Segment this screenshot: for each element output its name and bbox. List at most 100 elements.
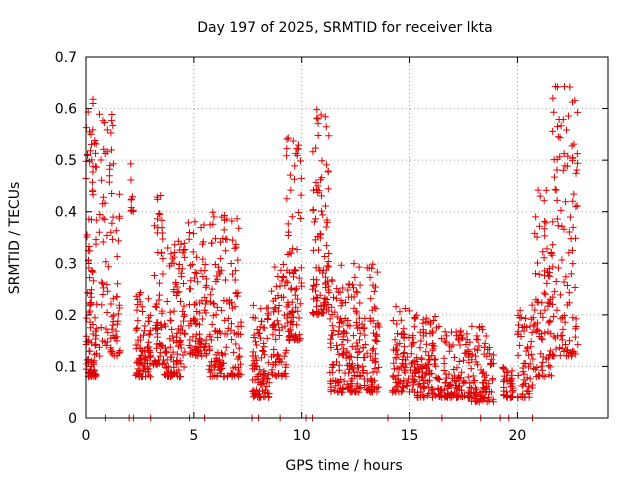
data-point bbox=[314, 232, 322, 240]
data-point bbox=[206, 221, 214, 229]
data-point bbox=[202, 275, 210, 283]
data-point bbox=[374, 383, 382, 391]
data-point bbox=[180, 280, 188, 288]
data-point bbox=[574, 108, 582, 116]
data-point bbox=[353, 372, 361, 380]
data-point bbox=[324, 167, 332, 175]
data-point bbox=[309, 285, 317, 293]
data-point bbox=[464, 373, 472, 381]
data-point bbox=[297, 157, 305, 165]
data-point bbox=[164, 244, 172, 252]
data-point bbox=[257, 317, 265, 325]
data-point bbox=[234, 323, 242, 331]
data-point bbox=[560, 278, 568, 286]
data-point bbox=[170, 253, 178, 261]
data-point bbox=[263, 383, 271, 391]
data-point bbox=[542, 186, 550, 194]
data-point bbox=[569, 260, 577, 268]
data-point bbox=[550, 313, 558, 321]
data-point bbox=[472, 352, 480, 360]
data-point bbox=[328, 322, 336, 330]
data-point bbox=[568, 142, 576, 150]
data-point bbox=[95, 343, 103, 351]
data-point bbox=[466, 338, 474, 346]
data-point bbox=[334, 330, 342, 338]
data-point bbox=[297, 264, 305, 272]
data-point bbox=[546, 318, 554, 326]
data-point bbox=[521, 359, 529, 367]
data-point bbox=[149, 360, 157, 368]
data-point bbox=[284, 279, 292, 287]
data-point bbox=[559, 166, 567, 174]
data-point bbox=[217, 255, 225, 263]
data-point bbox=[370, 303, 378, 311]
data-point bbox=[176, 373, 184, 381]
data-point bbox=[233, 215, 241, 223]
data-point bbox=[292, 303, 300, 311]
data-point bbox=[531, 320, 539, 328]
data-point bbox=[198, 352, 206, 360]
data-point bbox=[528, 350, 536, 358]
data-point bbox=[260, 393, 268, 401]
data-point bbox=[169, 348, 177, 356]
data-point bbox=[167, 353, 175, 361]
data-point bbox=[552, 186, 560, 194]
data-point bbox=[162, 364, 170, 372]
data-point bbox=[287, 186, 295, 194]
data-point bbox=[555, 264, 563, 272]
data-point bbox=[181, 348, 189, 356]
data-point bbox=[537, 334, 545, 342]
data-point bbox=[345, 281, 353, 289]
data-point bbox=[116, 304, 124, 312]
data-point bbox=[549, 241, 557, 249]
data-point bbox=[432, 373, 440, 381]
data-point bbox=[211, 235, 219, 243]
data-point bbox=[339, 319, 347, 327]
data-point bbox=[232, 340, 240, 348]
data-point bbox=[346, 322, 354, 330]
data-point bbox=[425, 376, 433, 384]
data-point bbox=[479, 326, 487, 334]
data-point bbox=[472, 358, 480, 366]
data-point bbox=[507, 393, 515, 401]
data-point bbox=[168, 255, 176, 263]
data-point bbox=[86, 318, 94, 326]
data-point bbox=[549, 351, 557, 359]
data-point bbox=[392, 353, 400, 361]
data-point bbox=[146, 353, 154, 361]
data-point bbox=[417, 337, 425, 345]
data-point bbox=[143, 343, 151, 351]
data-point bbox=[89, 162, 97, 170]
data-point bbox=[445, 347, 453, 355]
data-point bbox=[460, 356, 468, 364]
data-point bbox=[256, 323, 264, 331]
data-point bbox=[271, 304, 279, 312]
data-point bbox=[166, 343, 174, 351]
data-point bbox=[208, 366, 216, 374]
data-point bbox=[102, 342, 110, 350]
data-point bbox=[533, 326, 541, 334]
data-point bbox=[283, 152, 291, 160]
data-point bbox=[396, 379, 404, 387]
data-point bbox=[295, 331, 303, 339]
data-point bbox=[488, 376, 496, 384]
data-point bbox=[539, 248, 547, 256]
data-point bbox=[391, 336, 399, 344]
data-point bbox=[134, 365, 142, 373]
data-point bbox=[176, 357, 184, 365]
data-point bbox=[514, 351, 522, 359]
data-point bbox=[146, 331, 154, 339]
data-point bbox=[473, 332, 481, 340]
data-point bbox=[92, 140, 100, 148]
data-point bbox=[550, 156, 558, 164]
data-point bbox=[431, 312, 439, 320]
y-tick-label: 0.2 bbox=[55, 308, 77, 324]
data-point bbox=[92, 240, 100, 248]
data-point bbox=[201, 293, 209, 301]
data-point bbox=[146, 373, 154, 381]
data-point bbox=[220, 226, 228, 234]
data-point bbox=[287, 249, 295, 257]
data-point bbox=[283, 303, 291, 311]
data-point bbox=[333, 342, 341, 350]
data-point bbox=[514, 321, 522, 329]
